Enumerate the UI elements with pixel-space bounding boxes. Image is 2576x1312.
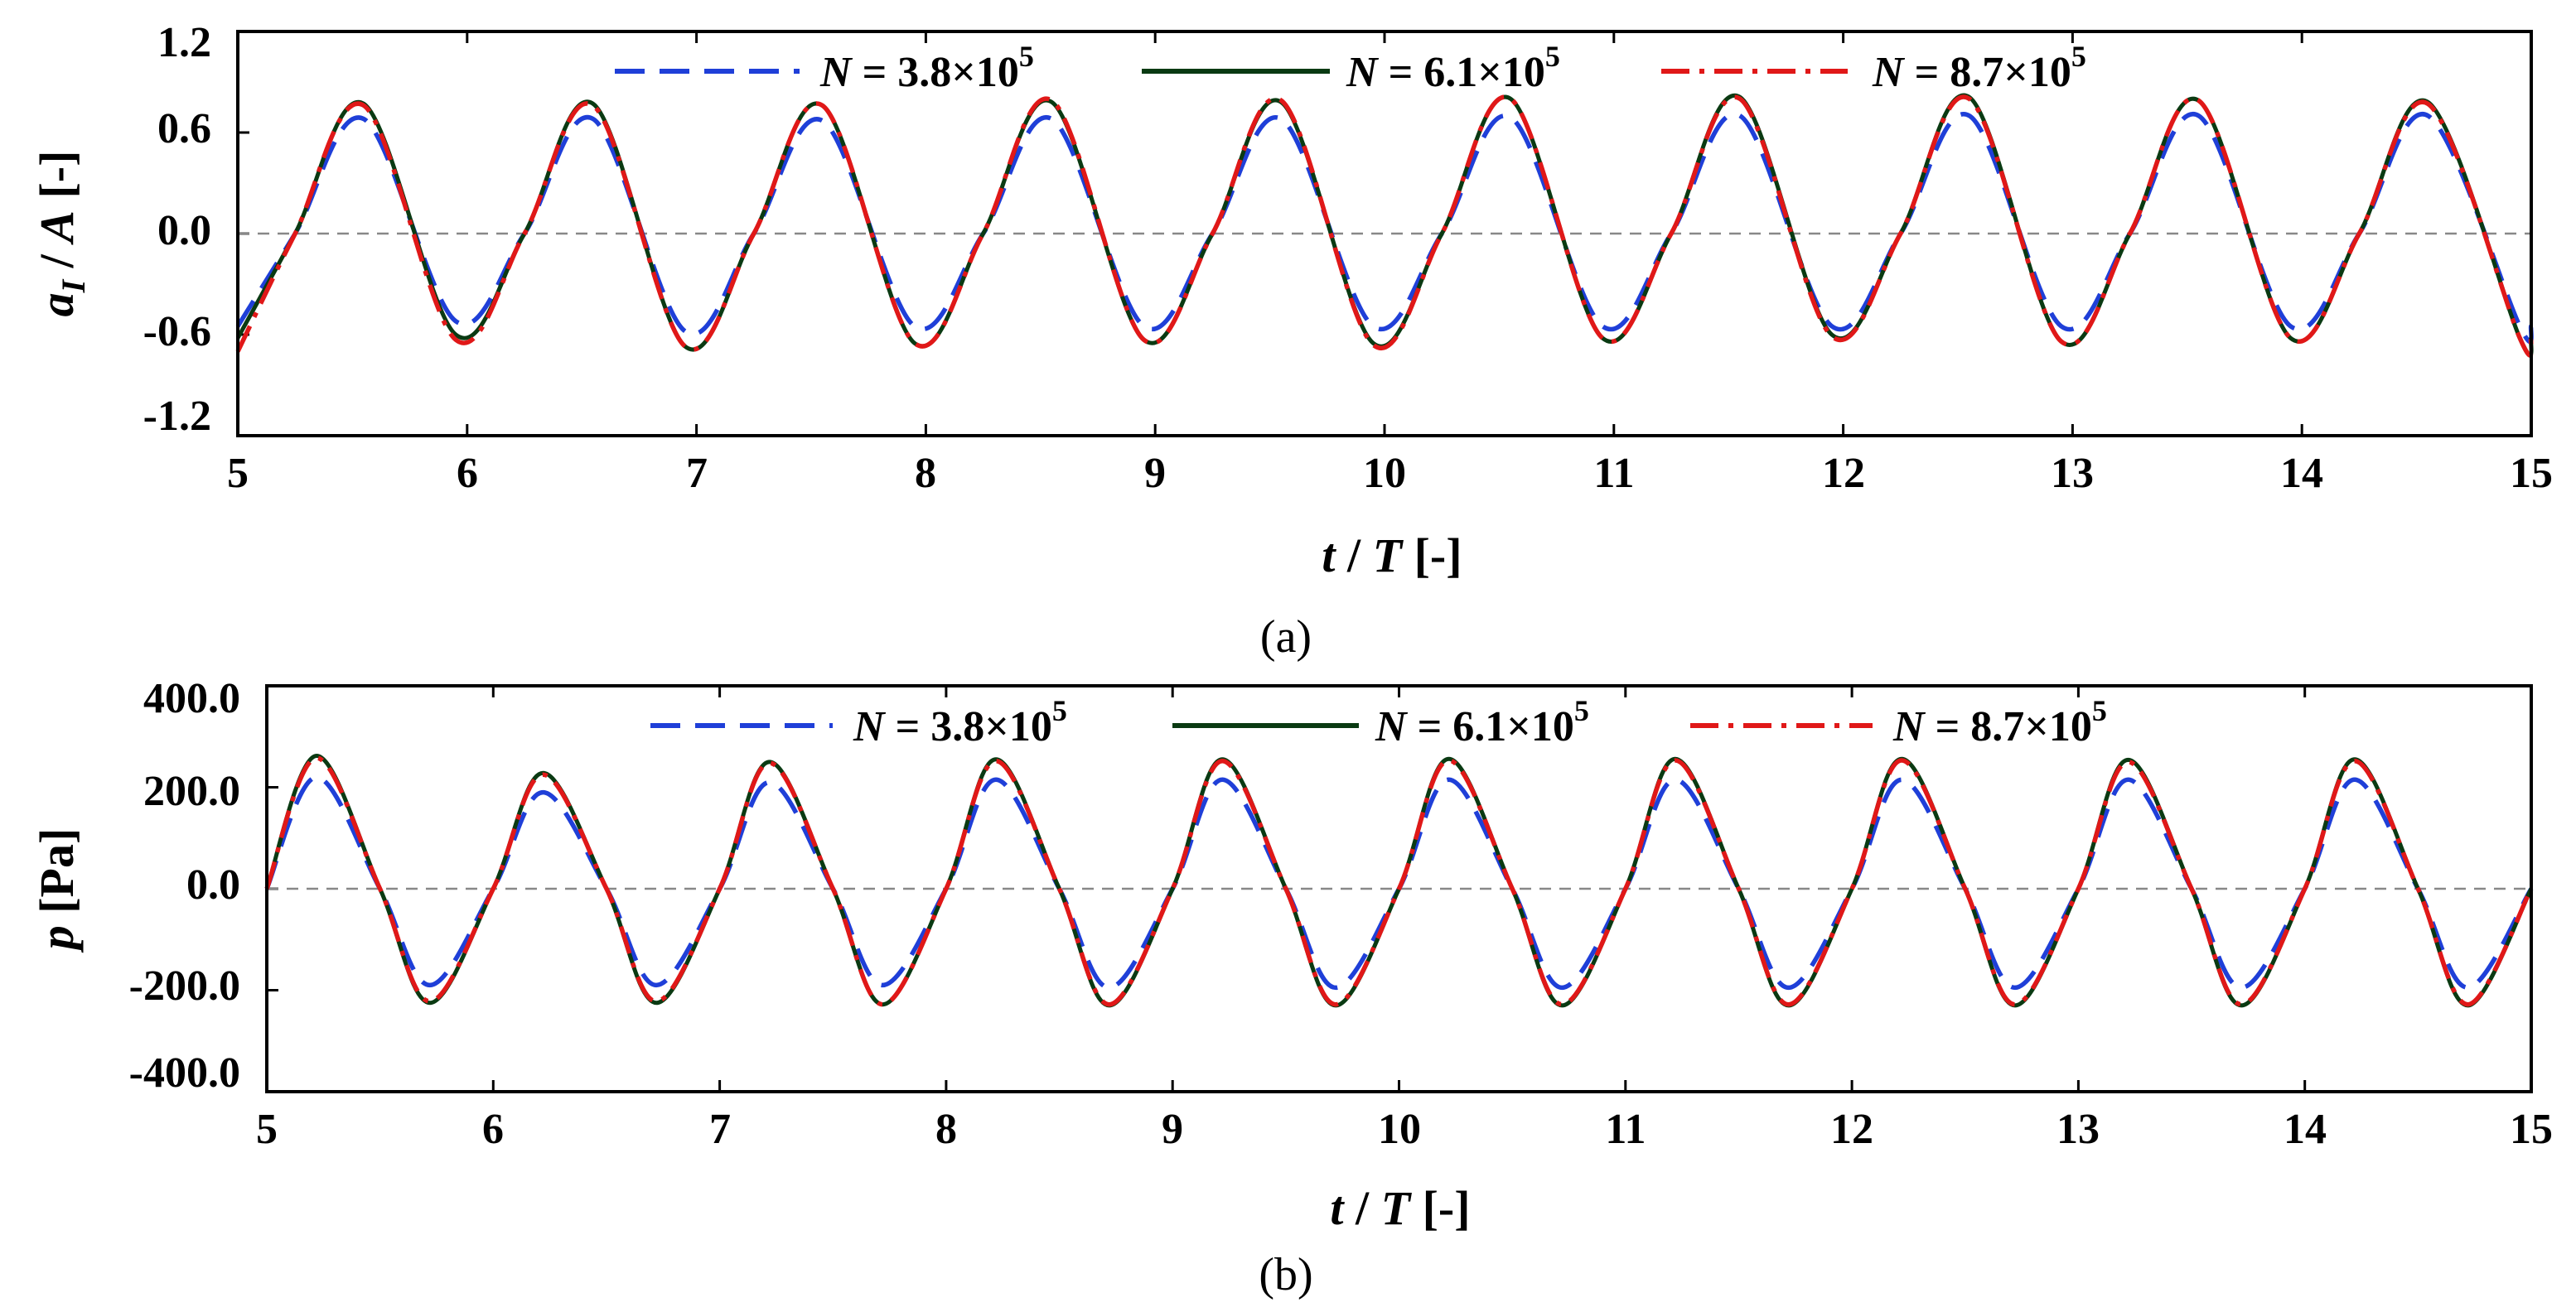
panel-a-xtick-label: 14 xyxy=(2280,450,2323,497)
panel-a-xtick-label: 15 xyxy=(2510,450,2553,497)
panel-a-yaxis-label: aI / A [-] xyxy=(30,151,92,317)
panel-a-series-line-1 xyxy=(235,112,2534,345)
panel-b-series-line-3 xyxy=(264,755,2534,1007)
panel-b-xtick-label: 5 xyxy=(256,1106,278,1153)
panel-a-ytick-label: 1.2 xyxy=(157,19,211,66)
panel-b-yaxis-label: p [Pa] xyxy=(30,828,84,954)
panel-a-xtick-label: 11 xyxy=(1593,450,1634,497)
panel-b-legend-label: N = 8.7×105 xyxy=(1892,694,2107,750)
panel-b-xtick-label: 9 xyxy=(1162,1106,1183,1153)
panel-b-ytick-label: 0.0 xyxy=(186,861,240,909)
panel-b-xtick-label: 10 xyxy=(1378,1106,1421,1153)
panel-a-xtick-label: 6 xyxy=(457,450,478,497)
panel-a-xtick-label: 7 xyxy=(686,450,708,497)
panel-b-plot-area xyxy=(264,684,2534,1093)
panel-b-series-line-2 xyxy=(264,754,2534,1008)
panel-b-xtick-label: 7 xyxy=(709,1106,731,1153)
panel-a-frame xyxy=(236,30,2533,437)
panel-a: 1.2 0.6 0.0 -0.6 -1.2 5 6 7 8 9 10 11 12… xyxy=(30,19,2553,663)
panel-b-xtick-label: 6 xyxy=(482,1106,504,1153)
panel-a-xtick-label: 8 xyxy=(915,450,936,497)
panel-b-ytick-label: 200.0 xyxy=(143,768,240,815)
panel-a-ytick-label: -1.2 xyxy=(143,393,211,440)
panel-b-frame xyxy=(265,684,2533,1093)
panel-a-legend-label: N = 8.7×105 xyxy=(1872,40,2086,96)
panel-a-legend-label: N = 6.1×105 xyxy=(1346,40,1560,96)
panel-a-legend-label: N = 3.8×105 xyxy=(819,40,1034,96)
panel-a-xtick-label: 12 xyxy=(1822,450,1865,497)
panel-b-ytick-label: -400.0 xyxy=(129,1049,240,1097)
panel-a-xtick-label: 9 xyxy=(1144,450,1166,497)
panel-a-xtick-label: 5 xyxy=(227,450,249,497)
panel-a-xtick-label: 10 xyxy=(1363,450,1406,497)
panel-a-series-line-2 xyxy=(235,93,2534,358)
panel-b-xtick-label: 12 xyxy=(1830,1106,1873,1153)
panel-b-xtick-label: 13 xyxy=(2056,1106,2100,1153)
panel-b-legend-label: N = 3.8×105 xyxy=(853,694,1067,750)
panel-a-series-line-3 xyxy=(235,94,2534,358)
panel-a-ytick-label: 0.0 xyxy=(157,207,211,254)
panel-b-xtick-label: 14 xyxy=(2284,1106,2327,1153)
panel-a-ytick-label: -0.6 xyxy=(143,308,211,355)
panel-b: 400.0 200.0 0.0 -200.0 -400.0 5 6 7 8 9 … xyxy=(30,675,2553,1300)
panel-a-ytick-label: 0.6 xyxy=(157,105,211,152)
panel-b-xaxis-label: t / T [-] xyxy=(1330,1181,1470,1235)
panel-b-xtick-label: 15 xyxy=(2510,1106,2553,1153)
panel-a-caption: (a) xyxy=(1260,611,1312,663)
panel-b-xtick-label: 8 xyxy=(935,1106,957,1153)
panel-a-xtick-label: 13 xyxy=(2051,450,2094,497)
panel-a-xaxis-label: t / T [-] xyxy=(1322,528,1462,582)
panel-b-legend: N = 3.8×105 N = 6.1×105 N = 8.7×105 xyxy=(650,694,2107,750)
panel-b-ytick-label: -200.0 xyxy=(129,962,240,1010)
panel-b-xtick-label: 11 xyxy=(1605,1106,1646,1153)
panel-b-ytick-label: 400.0 xyxy=(143,675,240,722)
panel-b-legend-label: N = 6.1×105 xyxy=(1375,694,1589,750)
panel-b-caption: (b) xyxy=(1259,1249,1312,1300)
panel-a-legend: N = 3.8×105 N = 6.1×105 N = 8.7×105 xyxy=(615,40,2086,96)
panel-b-series-line-1 xyxy=(264,774,2534,991)
